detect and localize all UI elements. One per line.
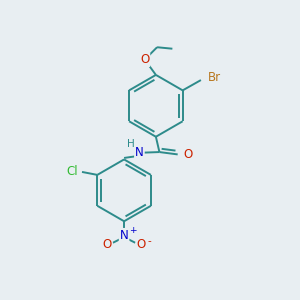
Text: O: O xyxy=(140,53,149,66)
Text: +: + xyxy=(129,226,136,236)
Text: Cl: Cl xyxy=(66,165,78,178)
Text: O: O xyxy=(102,238,112,251)
Text: H: H xyxy=(127,140,135,149)
Text: Br: Br xyxy=(207,70,220,84)
Text: O: O xyxy=(183,148,192,161)
Text: -: - xyxy=(147,236,151,246)
Text: N: N xyxy=(120,229,128,242)
Text: N: N xyxy=(135,146,144,159)
Text: O: O xyxy=(136,238,146,251)
